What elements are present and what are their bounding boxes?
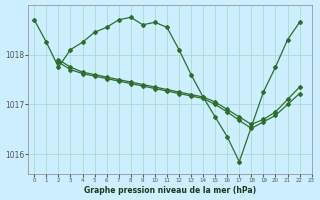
X-axis label: Graphe pression niveau de la mer (hPa): Graphe pression niveau de la mer (hPa)	[84, 186, 256, 195]
